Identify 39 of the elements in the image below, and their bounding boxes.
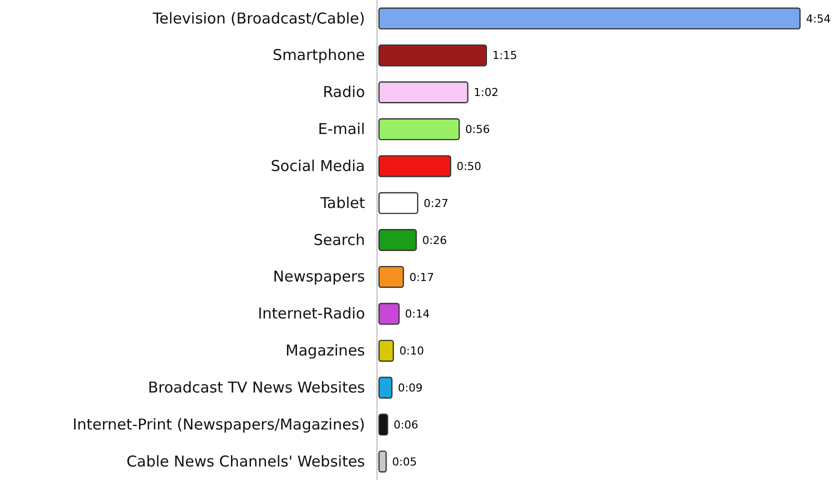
bar xyxy=(378,302,400,325)
bar xyxy=(378,44,487,66)
data-label: 1:15 xyxy=(492,49,518,62)
data-label: 0:17 xyxy=(409,270,434,284)
data-label: 4:54 xyxy=(806,12,831,26)
data-label: 0:05 xyxy=(392,455,417,468)
bar xyxy=(378,376,392,399)
y-tick-label: Broadcast TV News Websites xyxy=(148,378,366,396)
y-tick-label: Newspapers xyxy=(273,268,366,286)
data-label: 0:27 xyxy=(424,196,448,210)
data-label: 0:06 xyxy=(394,418,418,432)
bar xyxy=(378,266,404,288)
y-tick-label: Search xyxy=(313,230,365,249)
bar xyxy=(378,8,801,30)
bar xyxy=(378,340,394,362)
y-tick-label: Television (Broadcast/Cable) xyxy=(152,9,365,28)
data-label: 0:56 xyxy=(465,123,490,136)
bar xyxy=(378,450,387,472)
bar xyxy=(378,81,468,104)
data-label: 0:14 xyxy=(405,308,430,321)
y-tick-label: Internet-Print (Newspapers/Magazines) xyxy=(72,415,365,434)
y-tick-label: Internet-Radio xyxy=(258,304,365,323)
data-label: 1:02 xyxy=(474,86,498,100)
y-tick-label: Social Media xyxy=(270,156,365,175)
bar xyxy=(378,155,452,178)
y-tick-label: Cable News Channels' Websites xyxy=(126,452,366,470)
data-label: 0:09 xyxy=(398,382,423,395)
y-tick-label: Radio xyxy=(322,83,365,102)
bar xyxy=(378,118,460,140)
bar xyxy=(378,414,388,436)
y-tick-label: Tablet xyxy=(319,194,366,212)
bar xyxy=(378,192,418,214)
bar xyxy=(378,229,417,251)
data-label: 0:50 xyxy=(456,160,482,174)
y-tick-label: Magazines xyxy=(286,342,366,360)
data-label: 0:26 xyxy=(422,234,447,247)
y-tick-label: E-mail xyxy=(318,120,365,138)
y-tick-label: Smartphone xyxy=(272,46,365,64)
data-label: 0:10 xyxy=(399,344,424,358)
